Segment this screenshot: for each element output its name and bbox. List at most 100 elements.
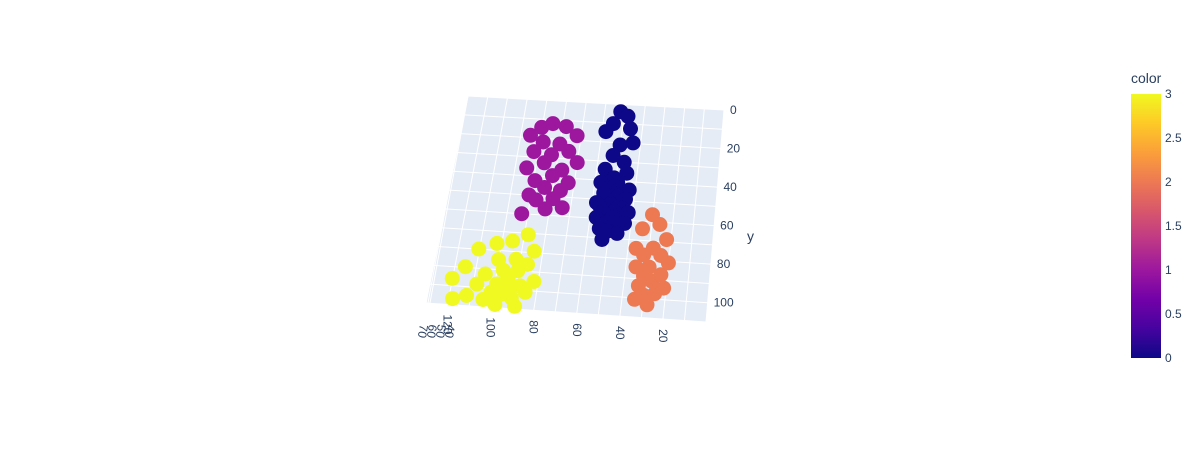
- data-point-cluster-2[interactable]: [636, 247, 652, 263]
- colorbar-tick-label: 1: [1165, 263, 1172, 277]
- y-tick-label: 0: [730, 103, 737, 117]
- grid-line-y: [464, 114, 723, 130]
- data-point-cluster-3[interactable]: [487, 297, 503, 312]
- data-point-cluster-3[interactable]: [500, 271, 516, 286]
- z-tick-label: 60: [424, 323, 440, 339]
- data-point-cluster-2[interactable]: [635, 221, 650, 237]
- data-point-cluster-2[interactable]: [659, 232, 675, 248]
- data-point-cluster-3[interactable]: [469, 276, 485, 292]
- data-point-cluster-2[interactable]: [639, 297, 655, 313]
- scatter-points[interactable]: [444, 104, 676, 314]
- data-point-cluster-1[interactable]: [535, 134, 551, 150]
- data-point-cluster-3[interactable]: [475, 292, 491, 307]
- data-point-cluster-1[interactable]: [526, 144, 542, 160]
- grid-line-z: [421, 103, 461, 304]
- z-tick-label: 70: [415, 323, 431, 339]
- grid-line-z: [429, 95, 469, 304]
- data-point-cluster-1[interactable]: [537, 180, 553, 195]
- data-point-cluster-2[interactable]: [644, 273, 660, 289]
- y-axis-title: y: [747, 228, 754, 244]
- data-point-cluster-0[interactable]: [623, 121, 638, 137]
- grid-line-x: [705, 109, 725, 323]
- data-point-cluster-3[interactable]: [489, 235, 505, 251]
- z-tick-label: 40: [442, 323, 458, 339]
- colorbar-tick-label: 3: [1165, 87, 1172, 101]
- data-point-cluster-3[interactable]: [505, 233, 521, 249]
- colorbar-ticks: 0 0.5 1 1.5 2 2.5 3: [1165, 87, 1182, 365]
- data-point-cluster-0[interactable]: [594, 232, 610, 247]
- data-point-cluster-3[interactable]: [508, 251, 524, 267]
- data-point-cluster-3[interactable]: [459, 287, 474, 303]
- data-point-cluster-0[interactable]: [598, 124, 614, 140]
- data-point-cluster-3[interactable]: [517, 284, 533, 300]
- data-point-cluster-3[interactable]: [444, 270, 460, 286]
- grid-line-x: [576, 103, 607, 314]
- data-point-cluster-1[interactable]: [554, 200, 570, 216]
- data-point-cluster-0[interactable]: [620, 108, 636, 124]
- grid-line-y: [460, 133, 721, 150]
- data-point-cluster-1[interactable]: [534, 119, 550, 135]
- data-point-cluster-3[interactable]: [445, 291, 461, 307]
- grid-line-y: [445, 208, 715, 227]
- grid-line-y: [448, 189, 716, 207]
- data-point-cluster-3[interactable]: [471, 241, 487, 257]
- grid-line-z: [427, 97, 467, 304]
- data-point-cluster-2[interactable]: [652, 217, 668, 232]
- x-tick-label: 40: [613, 326, 627, 340]
- y-tick-label: 60: [720, 219, 734, 233]
- grid-line-y: [456, 151, 720, 169]
- data-point-cluster-0[interactable]: [619, 165, 635, 181]
- y-tick-label: 100: [714, 296, 734, 310]
- grid-line-y: [467, 95, 725, 111]
- grid-line-z: [423, 101, 463, 304]
- colorbar: color 0 0.5 1 1.5 2 2.5 3: [1131, 70, 1182, 365]
- scene-3d[interactable]: [421, 95, 725, 323]
- grid-line-x: [468, 98, 508, 307]
- data-point-cluster-3[interactable]: [457, 259, 473, 275]
- data-point-cluster-3[interactable]: [526, 274, 542, 289]
- colorbar-title: color: [1131, 70, 1162, 86]
- data-point-cluster-1[interactable]: [514, 206, 530, 222]
- data-point-cluster-0[interactable]: [605, 148, 621, 163]
- x-tick-label: 60: [570, 323, 584, 337]
- data-point-cluster-1[interactable]: [558, 119, 574, 135]
- data-point-cluster-1[interactable]: [519, 160, 535, 176]
- data-point-cluster-3[interactable]: [507, 298, 523, 314]
- data-point-cluster-0[interactable]: [609, 225, 625, 241]
- x-tick-label: 120: [441, 314, 455, 334]
- grid-line-z: [425, 99, 465, 304]
- grid-line-x: [447, 96, 489, 305]
- colorbar-tick-label: 0.5: [1165, 307, 1182, 321]
- data-point-cluster-2[interactable]: [647, 286, 663, 302]
- data-point-cluster-0[interactable]: [625, 135, 641, 151]
- x-tick-label: 80: [527, 320, 541, 334]
- colorbar-tick-label: 2: [1165, 175, 1172, 189]
- data-point-cluster-2[interactable]: [660, 255, 676, 271]
- data-point-cluster-1[interactable]: [537, 201, 553, 217]
- data-point-cluster-3[interactable]: [477, 266, 493, 282]
- grid-line-x: [683, 108, 705, 321]
- data-point-cluster-3[interactable]: [520, 227, 536, 243]
- colorbar-tick-label: 2.5: [1165, 131, 1182, 145]
- data-point-cluster-1[interactable]: [545, 168, 560, 184]
- data-point-cluster-1[interactable]: [561, 143, 577, 159]
- data-point-cluster-2[interactable]: [627, 291, 642, 307]
- grid-line-y: [452, 170, 718, 188]
- colorbar-tick-label: 0: [1165, 351, 1172, 365]
- grid-line-y: [425, 302, 707, 323]
- x-tick-label: 20: [656, 329, 670, 343]
- data-point-cluster-1[interactable]: [569, 155, 585, 171]
- data-point-cluster-1[interactable]: [523, 127, 538, 143]
- x-tick-label: 100: [484, 317, 498, 337]
- y-tick-label: 80: [717, 257, 731, 271]
- colorbar-tick-label: 1.5: [1165, 219, 1182, 233]
- data-point-cluster-1[interactable]: [545, 191, 561, 207]
- z-tick-label: 50: [433, 323, 449, 339]
- data-point-cluster-3[interactable]: [526, 243, 542, 259]
- data-point-cluster-1[interactable]: [536, 155, 552, 171]
- data-point-cluster-1[interactable]: [569, 128, 585, 144]
- y-tick-label: 40: [723, 180, 737, 194]
- colorbar-gradient: [1131, 94, 1161, 358]
